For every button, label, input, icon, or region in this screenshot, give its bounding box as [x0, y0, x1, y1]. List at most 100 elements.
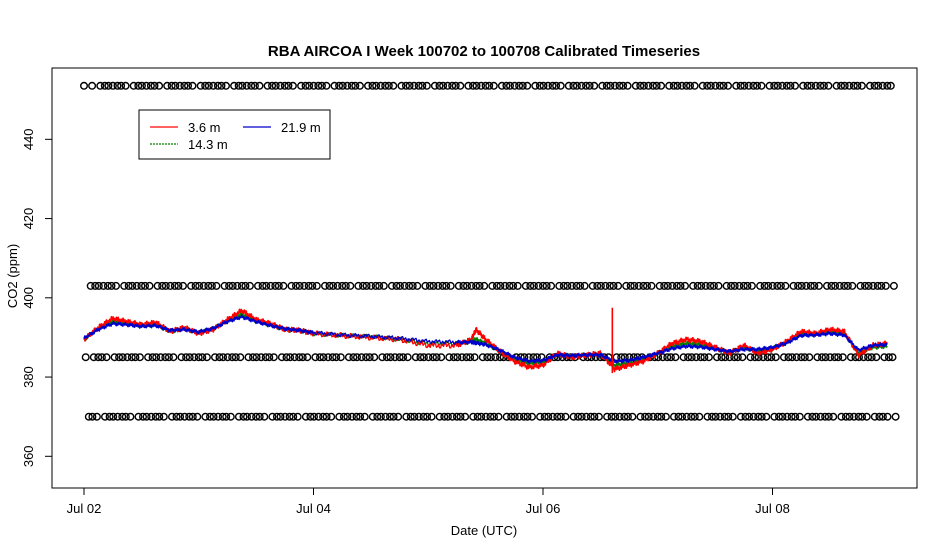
reference-marker — [356, 412, 365, 421]
reference-marker — [174, 281, 183, 290]
reference-marker — [590, 412, 599, 421]
reference-marker — [347, 81, 356, 90]
reference-marker — [118, 412, 127, 421]
reference-marker — [510, 81, 519, 90]
reference-marker — [423, 412, 432, 421]
reference-marker — [736, 81, 745, 90]
reference-marker — [293, 412, 302, 421]
reference-marker — [590, 81, 599, 90]
reference-marker — [478, 353, 487, 362]
reference-marker — [684, 353, 693, 362]
reference-marker — [853, 81, 862, 90]
reference-marker — [322, 412, 331, 421]
reference-marker — [438, 281, 447, 290]
reference-marker — [156, 353, 165, 362]
y-tick-label-440: 440 — [21, 128, 36, 150]
reference-marker — [670, 412, 679, 421]
reference-marker — [701, 281, 710, 290]
reference-marker — [410, 81, 419, 90]
reference-marker — [615, 412, 624, 421]
reference-marker — [760, 281, 769, 290]
reference-marker — [226, 412, 235, 421]
reference-marker — [176, 412, 185, 421]
reference-marker — [127, 353, 136, 362]
reference-marker — [628, 412, 637, 421]
reference-marker — [378, 353, 387, 362]
reference-marker — [714, 281, 723, 290]
reference-marker — [268, 81, 277, 90]
reference-marker — [233, 281, 242, 290]
reference-marker — [84, 412, 93, 421]
reference-marker — [459, 281, 468, 290]
reference-marker — [821, 353, 830, 362]
reference-marker — [330, 81, 339, 90]
reference-marker — [515, 412, 524, 421]
reference-marker — [823, 281, 832, 290]
reference-marker — [824, 412, 833, 421]
reference-marker — [496, 281, 505, 290]
reference-marker — [237, 281, 246, 290]
reference-marker — [837, 412, 846, 421]
reference-marker — [788, 353, 797, 362]
reference-marker — [690, 412, 699, 421]
reference-marker — [228, 281, 237, 290]
reference-marker — [840, 281, 849, 290]
reference-marker — [147, 412, 156, 421]
reference-marker — [572, 81, 581, 90]
reference-marker — [155, 412, 164, 421]
x-tick-label-jul-08: Jul 08 — [755, 501, 790, 516]
reference-marker — [582, 81, 591, 90]
reference-marker — [178, 281, 187, 290]
reference-marker — [429, 353, 438, 362]
reference-marker — [485, 81, 494, 90]
reference-marker — [370, 353, 379, 362]
reference-marker — [424, 353, 433, 362]
reference-marker — [458, 353, 467, 362]
reference-marker — [556, 412, 565, 421]
reference-marker — [94, 353, 103, 362]
reference-marker — [146, 81, 155, 90]
reference-marker — [442, 281, 451, 290]
reference-marker — [700, 353, 709, 362]
reference-marker — [515, 81, 524, 90]
reference-marker — [799, 81, 808, 90]
reference-marker — [376, 412, 385, 421]
reference-marker — [469, 81, 478, 90]
reference-marker — [743, 281, 752, 290]
reference-marker — [778, 412, 787, 421]
reference-marker — [740, 81, 749, 90]
reference-marker — [285, 412, 294, 421]
reference-marker — [840, 81, 849, 90]
reference-marker — [577, 81, 586, 90]
x-tick-label-jul-04: Jul 04 — [296, 501, 331, 516]
reference-marker — [819, 81, 828, 90]
reference-marker — [736, 412, 745, 421]
reference-marker — [643, 281, 652, 290]
reference-marker — [674, 412, 683, 421]
reference-marker — [741, 412, 750, 421]
reference-marker — [787, 412, 796, 421]
reference-marker — [301, 81, 310, 90]
reference-marker — [831, 281, 840, 290]
reference-marker — [623, 81, 632, 90]
reference-marker — [212, 281, 221, 290]
reference-marker — [841, 412, 850, 421]
reference-marker — [866, 81, 875, 90]
reference-marker — [883, 412, 892, 421]
reference-marker — [277, 353, 286, 362]
reference-marker — [576, 281, 585, 290]
reference-marker — [419, 412, 428, 421]
reference-marker — [686, 81, 695, 90]
reference-marker — [276, 81, 285, 90]
reference-marker — [344, 353, 353, 362]
reference-marker — [835, 281, 844, 290]
reference-marker — [824, 81, 833, 90]
reference-marker — [142, 412, 151, 421]
reference-marker — [778, 81, 787, 90]
reference-marker — [619, 81, 628, 90]
reference-marker — [639, 281, 648, 290]
reference-marker — [639, 81, 648, 90]
reference-marker — [145, 281, 154, 290]
reference-marker — [838, 353, 847, 362]
reference-marker — [368, 412, 377, 421]
